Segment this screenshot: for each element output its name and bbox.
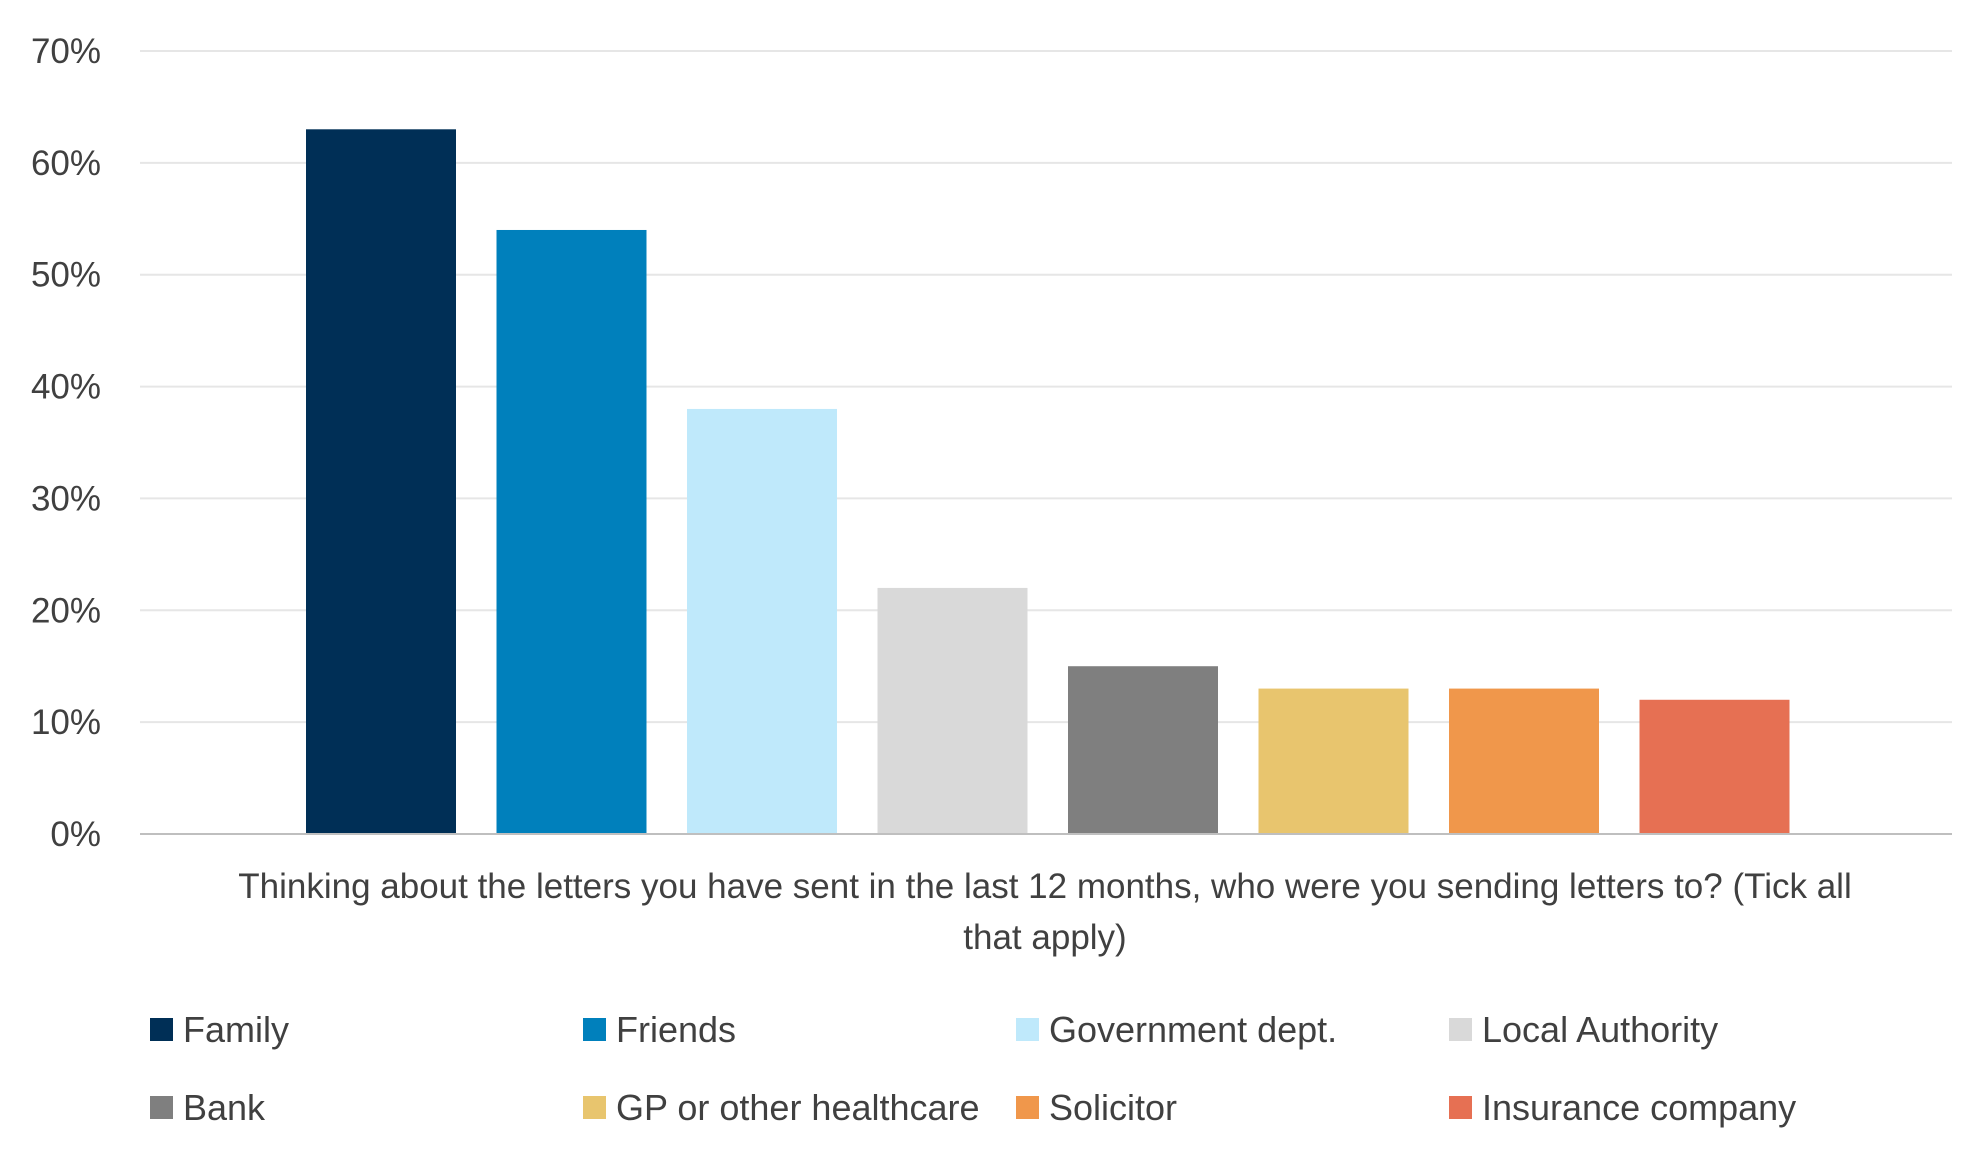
bar-gp-or-other-healthcare [1258,688,1409,834]
y-tick-label: 30% [31,479,101,518]
legend-item: Local Authority [1449,1009,1718,1050]
legend-label: Government dept. [1049,1009,1337,1050]
legend-swatch [1449,1018,1472,1041]
legend: Family Friends Government dept. Local Autho… [150,1009,1796,1128]
legend-item: Government dept. [1016,1009,1337,1050]
y-tick-label: 20% [31,591,101,630]
bar-bank [1068,666,1218,834]
legend-label: Insurance company [1482,1087,1796,1128]
legend-swatch [1016,1096,1039,1119]
legend-label: Bank [183,1087,266,1128]
bar-solicitor [1449,688,1599,834]
y-tick-label: 70% [31,32,101,71]
y-tick-label: 0% [50,815,101,854]
x-axis-label-line-2: that apply) [963,918,1126,957]
legend-label: Solicitor [1049,1087,1177,1128]
y-tick-label: 40% [31,368,101,407]
y-tick-label: 60% [31,144,101,183]
bar-local-authority [877,587,1028,834]
legend-item: Bank [150,1087,266,1128]
legend-swatch [583,1096,606,1119]
legend-item: Solicitor [1016,1087,1177,1128]
legend-label: Local Authority [1482,1009,1718,1050]
legend-label: GP or other healthcare [616,1087,980,1128]
legend-swatch [583,1018,606,1041]
bar-insurance-company [1639,699,1790,834]
bars [306,129,1790,835]
legend-item: Family [150,1009,289,1050]
y-tick-label: 10% [31,703,101,742]
legend-swatch [1449,1096,1472,1119]
x-axis-label-line-1: Thinking about the letters you have sent… [238,867,1851,906]
legend-label: Family [183,1009,289,1050]
y-tick-label: 50% [31,256,101,295]
legend-item: GP or other healthcare [583,1087,980,1128]
bar-government-dept [687,408,837,834]
bar-friends [496,229,647,834]
legend-swatch [150,1096,173,1119]
legend-item: Insurance company [1449,1087,1796,1128]
legend-swatch [1016,1018,1039,1041]
y-axis-ticks: 0% 10% 20% 30% 40% 50% 60% 70% [31,32,101,854]
bar-family [306,129,456,835]
legend-item: Friends [583,1009,736,1050]
legend-label: Friends [616,1009,736,1050]
legend-swatch [150,1018,173,1041]
